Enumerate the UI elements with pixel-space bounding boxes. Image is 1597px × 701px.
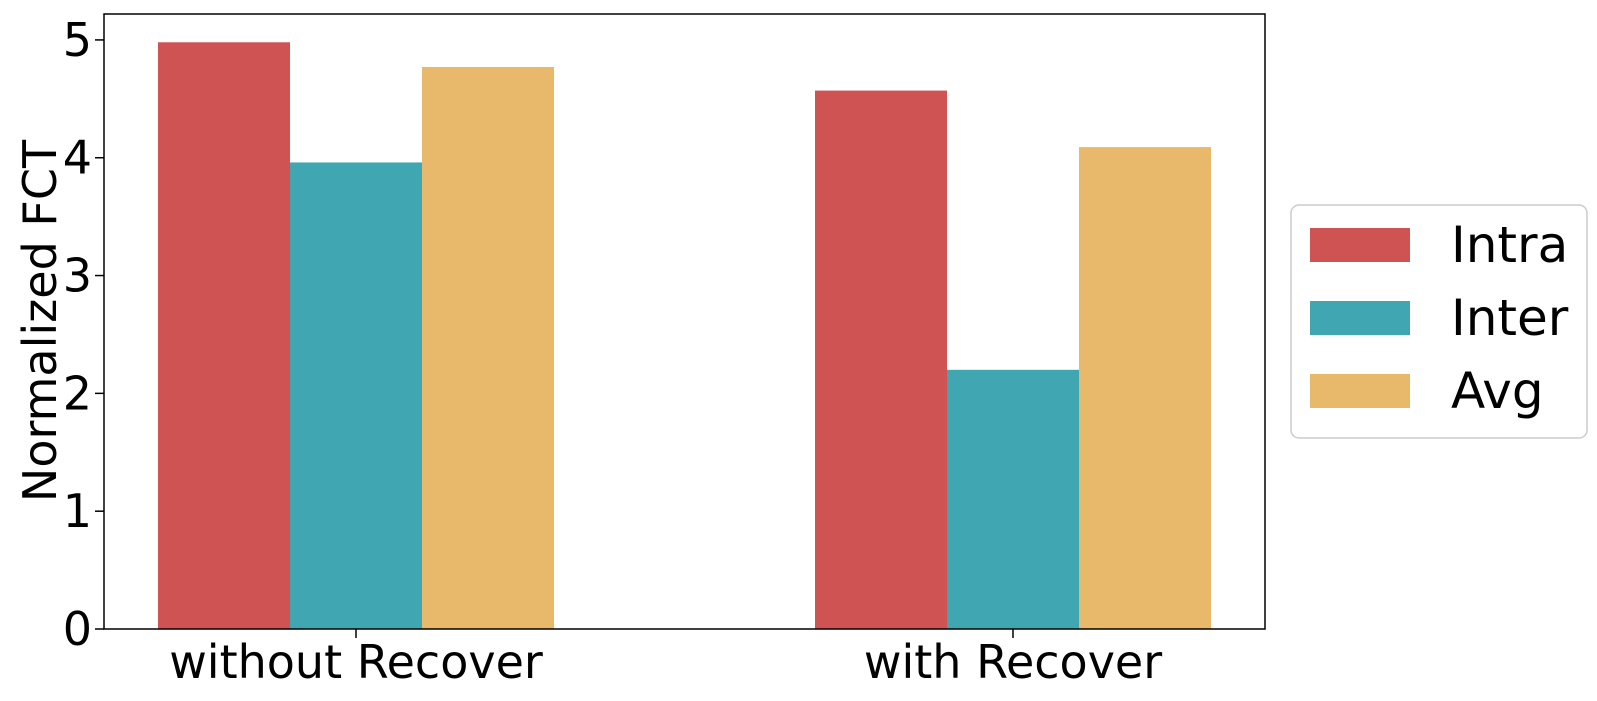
legend-label-intra: Intra — [1451, 216, 1568, 274]
legend-swatch-inter — [1310, 301, 1410, 335]
bar-avg-2 — [1079, 147, 1211, 629]
y-tick-label: 5 — [63, 13, 92, 67]
plot-frame — [103, 13, 1266, 630]
legend-swatch-avg — [1310, 374, 1410, 408]
legend-swatch-intra — [1310, 228, 1410, 262]
bar-avg-1 — [422, 67, 554, 630]
y-tick-label: 4 — [63, 131, 92, 185]
bar-intra-1 — [158, 42, 290, 629]
y-tick-label: 2 — [63, 366, 92, 420]
x-axis: without Recover with Recover — [169, 629, 1162, 689]
legend-label-inter: Inter — [1451, 289, 1569, 347]
bar-inter-1 — [290, 162, 422, 629]
y-tick-label: 1 — [63, 484, 92, 538]
bar-inter-2 — [947, 369, 1079, 629]
bar-intra-2 — [815, 90, 947, 630]
x-category-label: without Recover — [169, 635, 543, 689]
bars-layer — [158, 42, 1211, 630]
y-tick-label: 0 — [63, 602, 92, 656]
legend: Intra Inter Avg — [1290, 204, 1588, 439]
y-axis-title: Normalized FCT — [13, 139, 67, 502]
y-tick-label: 3 — [63, 249, 92, 303]
legend-label-avg: Avg — [1451, 362, 1544, 420]
y-axis: 0 1 2 3 4 5 — [63, 13, 104, 656]
x-category-label: with Recover — [864, 635, 1162, 689]
